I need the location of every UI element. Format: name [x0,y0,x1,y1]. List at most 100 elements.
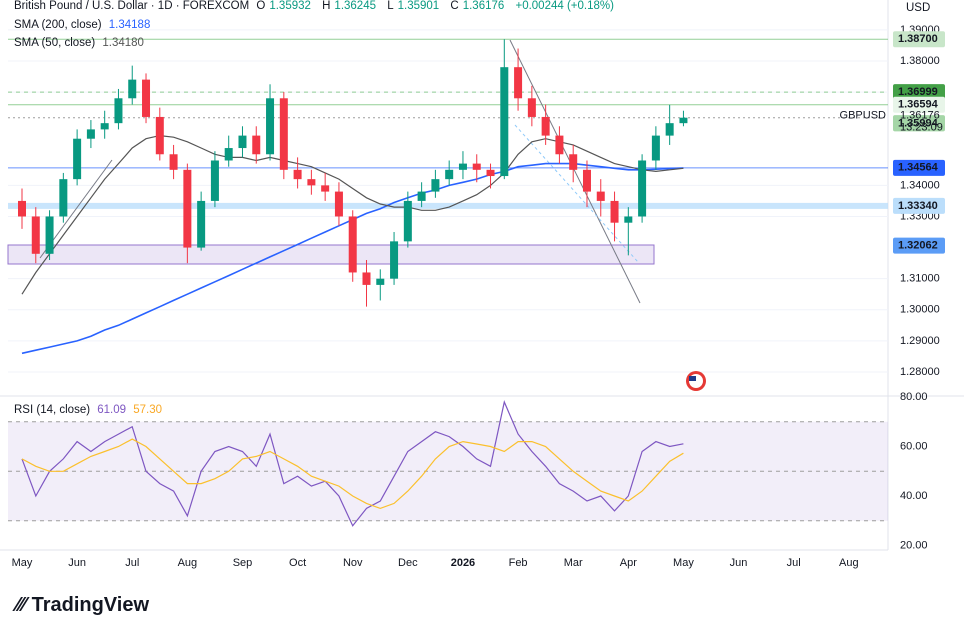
candle-body [155,116,164,155]
candle-body [390,241,399,279]
candle-body [541,116,550,136]
candle-body [197,200,206,248]
last-price-label: 1.36176 [900,110,940,122]
candle-body [582,169,591,192]
candle-body [73,138,82,180]
ohlc-key: L [387,0,394,12]
candle-body [376,278,385,285]
trend-line [509,39,641,304]
legend-name: SMA (200, close) [14,19,102,31]
price-badge-label: 1.32062 [898,240,938,252]
brand-text: TradingView [32,594,150,616]
x-tick-label: Aug [839,557,859,569]
x-tick-label: May [673,557,694,569]
x-tick-label: Dec [398,557,418,569]
y-tick-label: 60.00 [900,440,928,452]
series-line [21,438,684,510]
candle-body [18,200,26,217]
candle-body [638,160,647,217]
x-tick-label: Jul [787,557,801,569]
symbol-title: British Pound / U.S. Dollar · 1D · FOREX… [14,0,250,12]
y-tick-label: 80.00 [900,391,928,403]
ohlc-value: 1.36245 [334,0,376,12]
legend-value: 1.34180 [102,37,144,49]
price-badge-label: 1.38700 [898,33,938,45]
candle-body [472,163,481,170]
candle-body [417,191,426,201]
candle-body [403,200,412,242]
candle-body [293,169,302,180]
candle-body [321,185,330,192]
x-tick-label: Apr [620,557,637,569]
y-tick-label: 1.31000 [900,273,940,285]
candle-body [555,135,564,155]
price-badge [893,159,945,176]
x-tick-label: Oct [289,557,306,569]
candle-body [307,179,316,186]
x-tick-label: Mar [564,557,583,569]
legend-name: SMA (50, close) [14,37,96,49]
ohlc-key: H [322,0,331,12]
x-tick-label: Jul [125,557,139,569]
x-tick-label: Jun [68,557,86,569]
candle-body [362,272,371,285]
x-tick-label: Aug [178,557,198,569]
candle-body [596,191,605,201]
ohlc: L 1.35901 [387,0,443,12]
x-tick-label: Sep [233,557,253,569]
price-badge [893,96,945,113]
price-badge [893,31,945,48]
y-tick-label: 1.34000 [900,179,940,191]
candle-body [238,135,247,149]
y-tick-label: 1.29000 [900,335,940,347]
trend-line [514,124,639,263]
brand: ⁄⁄⁄ TradingView [12,594,149,616]
candle-body [100,123,109,130]
y-tick-label: 1.28000 [900,366,940,378]
x-tick-label: Feb [509,557,528,569]
change: +0.00244 (+0.18%) [515,0,614,12]
candle-body [527,98,536,117]
price-badge-label: 1.34564 [898,162,939,174]
candle-body [183,169,192,248]
ohlc-value: 1.35932 [269,0,311,12]
zone-box [7,244,655,265]
candle-body [624,216,633,223]
candle-body [45,216,54,254]
candle-body [610,200,619,223]
price-badge-label: 1.33340 [898,200,938,212]
candle-body [679,117,688,124]
candle-body [59,179,68,217]
x-tick-label: 2026 [451,557,475,569]
ohlc: O 1.35932 [256,0,315,12]
candle-body [651,135,660,161]
price-badge-label: 1.36594 [898,99,939,111]
countdown: 13:23:09 [900,122,943,134]
price-badge [893,237,945,254]
candle-body [665,123,674,136]
series-line [21,400,684,527]
x-tick-label: Nov [343,557,363,569]
y-tick-label: 40.00 [900,490,928,502]
candle-body [279,98,288,170]
candle-body [486,169,495,177]
rsi-legend: RSI (14, close) 61.09 57.30 [14,404,166,416]
series-line [21,134,684,295]
candle-body [128,79,137,99]
legend-value: 1.34188 [108,19,151,31]
legend-value: 61.09 [97,404,127,416]
price-pane [8,0,888,395]
y-tick-label: 20.00 [900,539,928,551]
price-badge [893,197,945,214]
candle-body [569,154,578,170]
candle-body [334,191,343,217]
ohlc-key: C [450,0,459,12]
header: British Pound / U.S. Dollar · 1D · FOREX… [14,0,618,12]
y-tick-label: 1.38000 [900,55,940,67]
legend-row: SMA (200, close) 1.34188 [14,19,154,31]
candle-body [86,129,95,139]
ohlc-value: 1.36176 [462,0,505,12]
candle-body [431,179,440,192]
